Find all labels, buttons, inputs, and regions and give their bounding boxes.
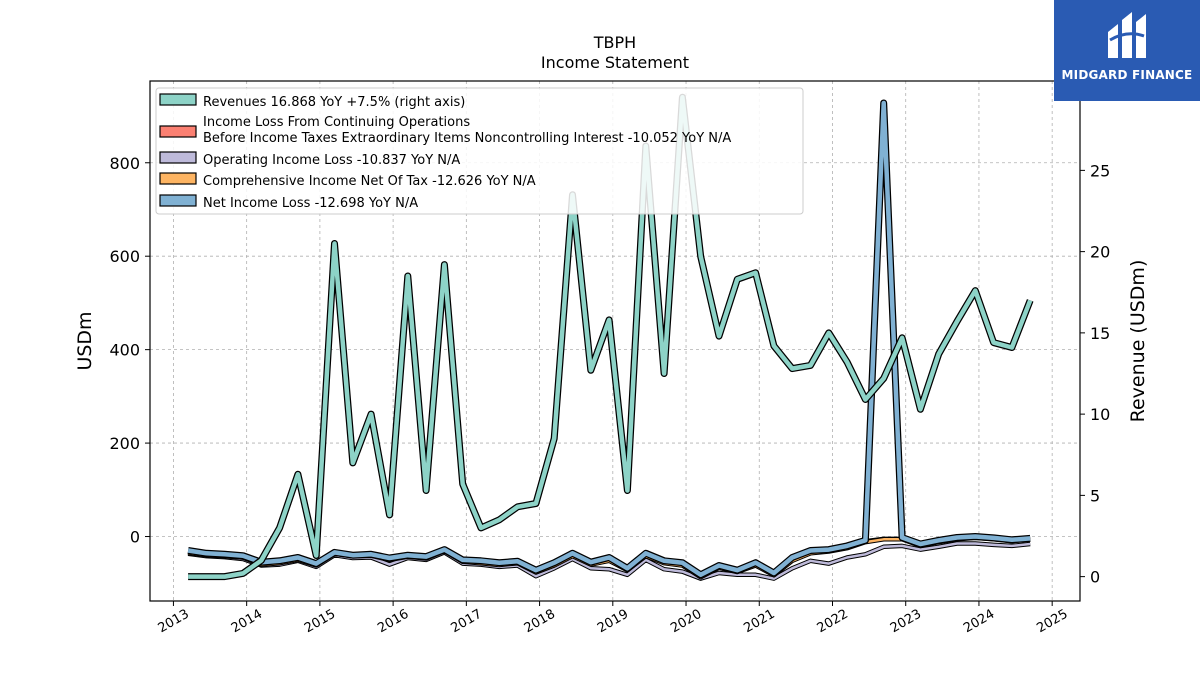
chart-subtitle: Income Statement: [541, 53, 689, 72]
x-tick-label: 2017: [449, 607, 485, 637]
y-right-tick-label: 0: [1090, 568, 1100, 587]
legend-swatch: [159, 93, 197, 106]
series-line-net: [187, 100, 1031, 578]
x-tick-label: 2016: [375, 607, 411, 637]
y-right-tick-label: 15: [1090, 324, 1110, 343]
x-tick-label: 2015: [302, 607, 338, 637]
legend: Revenues 16.868 YoY +7.5% (right axis) In…: [155, 87, 804, 215]
legend-box: [155, 87, 804, 215]
legend-label: Revenues 16.868 YoY +7.5% (right axis): [203, 95, 465, 110]
y-right-tick-label: 20: [1090, 243, 1110, 262]
y-tick-label: 200: [109, 434, 140, 453]
left-axis: 0 200 400 600 800: [109, 154, 150, 547]
legend-swatch: [159, 172, 197, 185]
x-tick-label: 2022: [815, 607, 851, 637]
x-tick-label: 2020: [668, 607, 704, 637]
legend-label: Before Income Taxes Extraordinary Items …: [203, 131, 731, 146]
x-axis: 2013 2014 2015 2016 2017 2018 2019 2020 2021 2022…: [156, 601, 1071, 636]
right-axis: 051015202530: [1080, 80, 1110, 587]
x-tick-label: 2021: [741, 607, 777, 637]
legend-swatch: [159, 194, 197, 207]
y-tick-label: 0: [130, 528, 140, 547]
y-right-tick-label: 25: [1090, 161, 1110, 180]
y-right-tick-label: 5: [1090, 486, 1100, 505]
brand-logo-mark-icon: [1108, 12, 1146, 58]
y-tick-label: 800: [109, 154, 140, 173]
y-axis-label: USDm: [74, 311, 96, 370]
legend-label: Income Loss From Continuing Operations: [203, 115, 470, 130]
x-tick-label: 2018: [522, 607, 558, 637]
legend-swatch: [159, 151, 197, 164]
y-tick-label: 400: [109, 341, 140, 360]
legend-label: Comprehensive Income Net Of Tax -12.626 …: [203, 174, 536, 189]
series-line-revenues: [188, 95, 1033, 579]
x-tick-label: 2023: [888, 607, 924, 637]
x-tick-label: 2019: [595, 607, 631, 637]
legend-label: Net Income Loss -12.698 YoY N/A: [203, 196, 418, 211]
x-tick-label: 2025: [1034, 607, 1070, 637]
plot-frame: [149, 80, 1081, 602]
brand-name: MIDGARD FINANCE: [1061, 68, 1193, 82]
y-right-tick-label: 10: [1090, 405, 1110, 424]
x-tick-label: 2013: [156, 607, 192, 637]
series-layer: [187, 93, 1034, 581]
y-axis-right-label: Revenue (USDm): [1127, 260, 1149, 423]
legend-label: Operating Income Loss -10.837 YoY N/A: [203, 153, 460, 168]
x-tick-label: 2014: [229, 607, 265, 637]
legend-swatch: [159, 125, 197, 138]
y-tick-label: 600: [109, 247, 140, 266]
brand-logo: MIDGARD FINANCE: [1054, 0, 1200, 101]
chart-title: TBPH: [593, 33, 636, 52]
x-tick-label: 2024: [961, 607, 997, 637]
